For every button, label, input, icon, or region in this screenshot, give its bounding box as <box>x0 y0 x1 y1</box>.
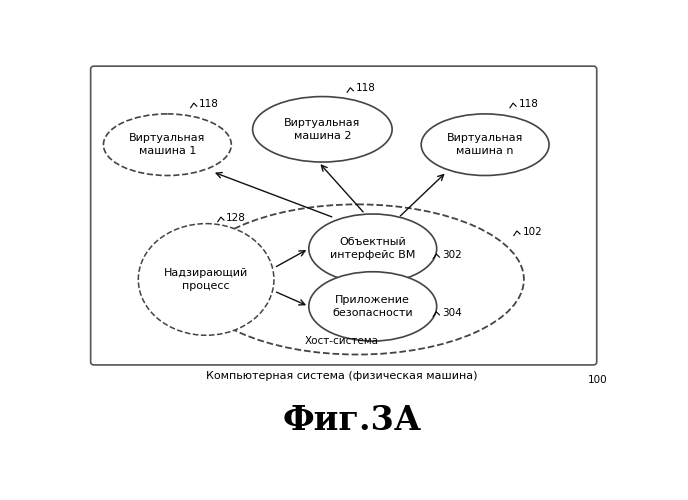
Text: Виртуальная
машина n: Виртуальная машина n <box>447 133 524 156</box>
Ellipse shape <box>138 224 274 336</box>
Text: 118: 118 <box>199 99 219 109</box>
Text: 118: 118 <box>356 84 376 94</box>
Text: Хост-система: Хост-система <box>305 336 379 345</box>
Ellipse shape <box>309 214 437 284</box>
Text: 304: 304 <box>442 308 462 318</box>
Ellipse shape <box>421 114 549 176</box>
Text: Объектный
интерфейс ВМ: Объектный интерфейс ВМ <box>330 237 416 260</box>
Text: 128: 128 <box>226 213 246 223</box>
Text: Виртуальная
машина 2: Виртуальная машина 2 <box>284 118 361 141</box>
Text: 302: 302 <box>442 250 462 260</box>
Text: Надзирающий
процесс: Надзирающий процесс <box>164 268 248 291</box>
Ellipse shape <box>252 96 392 162</box>
Text: 102: 102 <box>522 226 542 236</box>
Text: 100: 100 <box>588 374 608 384</box>
Ellipse shape <box>103 114 231 176</box>
Text: Фиг.3А: Фиг.3А <box>283 404 422 437</box>
Text: Компьютерная система (физическая машина): Компьютерная система (физическая машина) <box>206 370 477 380</box>
Ellipse shape <box>191 204 524 354</box>
FancyBboxPatch shape <box>91 66 596 365</box>
Ellipse shape <box>309 272 437 341</box>
Text: 118: 118 <box>519 99 538 109</box>
Text: Виртуальная
машина 1: Виртуальная машина 1 <box>129 133 206 156</box>
Text: Приложение
безопасности: Приложение безопасности <box>332 295 413 318</box>
